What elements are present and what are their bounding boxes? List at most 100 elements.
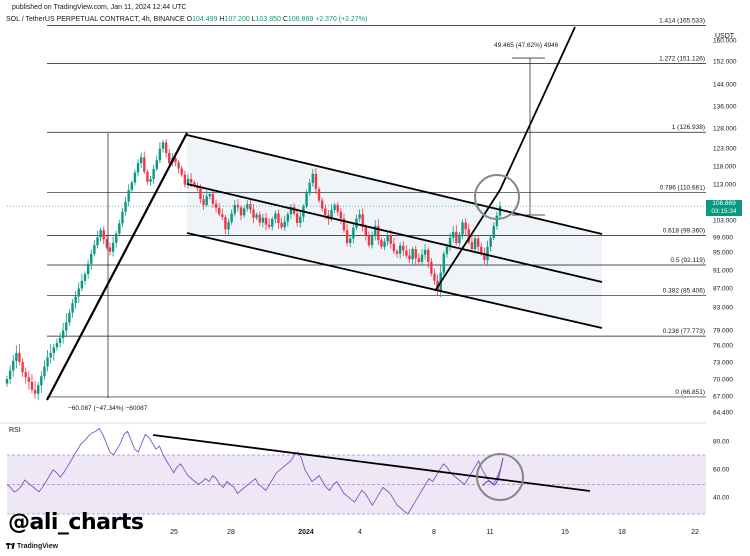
price-axis-label: 160.000: [713, 38, 737, 45]
fib-label: 1.272 (151.126): [659, 56, 705, 63]
candle-body: [130, 182, 134, 191]
price-axis-label: 79.000: [713, 328, 733, 335]
channel-lower-line: [186, 232, 603, 329]
candle-body: [386, 235, 389, 242]
candle-body: [295, 213, 299, 223]
candle-body: [414, 249, 417, 259]
candle-body: [121, 211, 124, 224]
candle-body: [149, 178, 152, 182]
candle-body: [233, 204, 236, 214]
price-axis-label: 73.000: [713, 360, 733, 367]
candle-body: [227, 222, 230, 230]
candle-body: [52, 347, 56, 353]
candle-body: [361, 214, 364, 227]
candle-body: [492, 225, 495, 238]
candle-body: [292, 207, 296, 214]
candle-body: [330, 209, 333, 220]
impulse-trendline: [46, 132, 188, 401]
candle-body: [242, 208, 246, 216]
candle-body: [193, 182, 196, 186]
symbol-name: SOL / TetherUS PERPETUAL CONTRACT, 4h, B…: [6, 16, 185, 23]
candle-body: [127, 190, 130, 202]
candle-body: [33, 389, 37, 394]
candle-body: [427, 249, 430, 262]
candle-body: [158, 148, 162, 161]
price-axis-label: 103.000: [713, 218, 737, 225]
candle-body: [423, 249, 427, 255]
candle-body: [199, 188, 202, 200]
candle-body: [383, 241, 386, 247]
candle-body: [358, 214, 361, 219]
price-axis-label: 113.000: [713, 182, 736, 189]
last-price-value: 106.869: [712, 200, 736, 207]
target-move-label: 49.465 (47.62%) 4946: [494, 42, 559, 49]
candle-body: [314, 173, 318, 190]
candle-body: [68, 312, 71, 323]
candle-body: [405, 250, 408, 256]
price-axis-label: 144.000: [713, 82, 737, 89]
fib-label: 1 (126.938): [672, 124, 705, 131]
candle-body: [8, 370, 12, 379]
candle-body: [455, 231, 458, 243]
candle-body: [495, 215, 499, 226]
candle-body: [96, 237, 99, 246]
candle-body: [408, 255, 411, 260]
candle-body: [5, 379, 9, 384]
candle-body: [43, 366, 46, 377]
candle-body: [461, 222, 464, 235]
channel-upper-line: [186, 134, 603, 235]
time-axis-label: 4: [358, 529, 362, 536]
candle-body: [183, 174, 187, 185]
candle-body: [224, 217, 227, 230]
rsi-band: [7, 455, 706, 514]
candle-body: [364, 226, 368, 236]
channel-fill: [187, 135, 602, 328]
price-axis-label: 128.000: [713, 126, 737, 133]
breakout-highlight-circle: [474, 174, 520, 220]
candle-body: [467, 229, 470, 243]
tradingview-brand: TradingView: [16, 543, 59, 550]
candle-body: [289, 207, 293, 215]
price-axis-label: 123.000: [713, 146, 737, 153]
price-axis-label: 91.000: [713, 268, 733, 275]
candle-body: [24, 372, 27, 378]
candle-body: [398, 245, 402, 254]
candle-body: [433, 273, 436, 281]
ohlc-high: H107.200: [219, 16, 250, 23]
candle-body: [90, 253, 93, 264]
candle-body: [168, 153, 171, 164]
candle-body: [133, 172, 137, 183]
candle-body: [102, 230, 105, 240]
candle-body: [71, 303, 74, 313]
candle-body: [86, 263, 90, 275]
candle-body: [308, 182, 311, 193]
price-change: +2.370 (+2.27%): [315, 16, 368, 23]
candle-body: [349, 238, 352, 243]
candle-body: [267, 224, 271, 227]
candle-body: [40, 376, 43, 386]
candle-body: [217, 207, 221, 215]
prior-move-label: −60.087 (−47.34%) −60087: [68, 405, 148, 412]
candle-body: [486, 246, 489, 261]
candle-body: [367, 235, 371, 246]
candle-body: [333, 204, 336, 210]
candle-body: [392, 243, 396, 252]
rsi-axis-label: 60.00: [713, 467, 730, 474]
price-axis-label: 83.000: [713, 305, 733, 312]
candle-body: [324, 208, 327, 215]
candle-body: [221, 214, 224, 218]
candle-body: [239, 207, 243, 216]
candle-body: [476, 238, 480, 247]
candle-body: [483, 252, 486, 261]
fib-label: 0.382 (85.406): [663, 288, 705, 295]
candle-body: [37, 385, 40, 394]
fib-label: 0 (66.851): [675, 389, 705, 396]
time-axis-label: 28: [227, 529, 235, 536]
fib-label: 0.786 (110.661): [660, 184, 705, 191]
candle-body: [214, 203, 218, 208]
candle-body: [274, 213, 277, 219]
price-axis-label: 67.000: [713, 394, 733, 401]
candle-body: [236, 204, 240, 208]
projection-line: [499, 26, 576, 191]
